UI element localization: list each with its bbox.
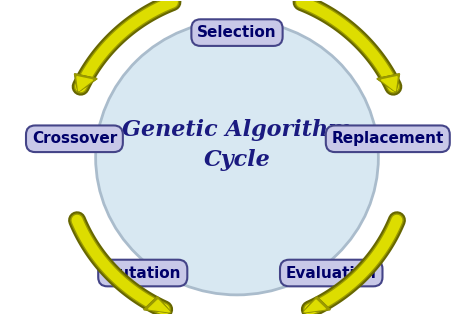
Text: Evaluation: Evaluation — [286, 266, 377, 281]
Polygon shape — [382, 77, 397, 91]
Polygon shape — [77, 77, 92, 91]
Polygon shape — [144, 297, 171, 312]
Polygon shape — [74, 74, 97, 92]
Polygon shape — [144, 297, 171, 312]
Text: Mutation: Mutation — [104, 266, 182, 281]
Text: Genetic Algorithm
Cycle: Genetic Algorithm Cycle — [122, 119, 352, 171]
Text: Replacement: Replacement — [332, 131, 444, 146]
Polygon shape — [303, 297, 330, 312]
Polygon shape — [377, 74, 400, 92]
Polygon shape — [303, 297, 330, 312]
Polygon shape — [148, 300, 170, 312]
Polygon shape — [304, 300, 326, 312]
Text: Selection: Selection — [197, 25, 277, 40]
Ellipse shape — [96, 20, 378, 295]
Polygon shape — [377, 74, 400, 92]
Polygon shape — [74, 74, 97, 92]
Text: Crossover: Crossover — [32, 131, 117, 146]
